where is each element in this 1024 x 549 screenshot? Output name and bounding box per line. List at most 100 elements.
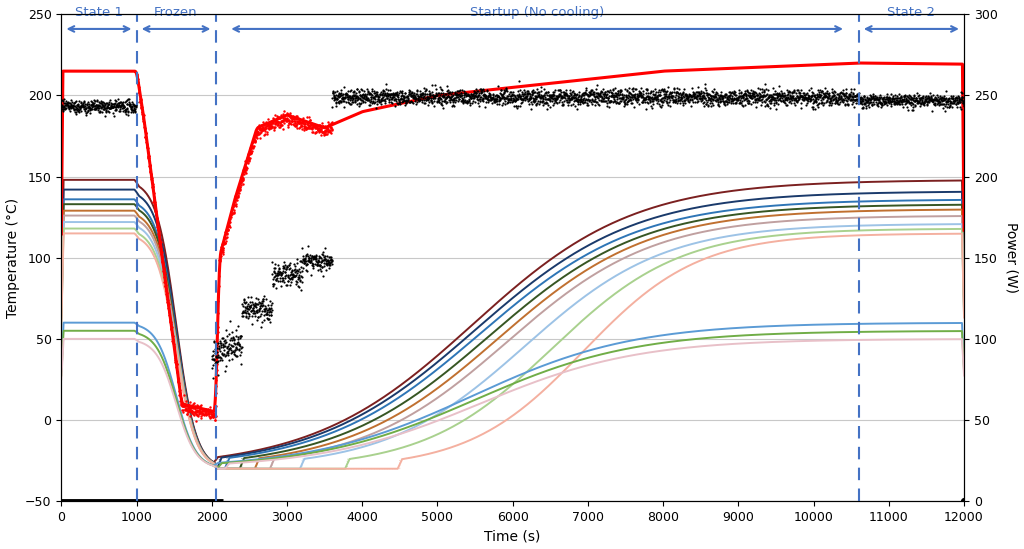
Point [601,98,617,107]
Point [118,97,134,106]
Point [308,257,325,266]
Point [787,95,804,104]
Point [601,91,617,100]
Point [901,93,918,102]
Point [119,95,135,104]
Point [479,93,496,102]
Point [762,96,778,104]
Point [675,88,691,97]
Point [497,86,513,95]
Point [61,104,78,113]
Point [406,88,422,97]
Point [81,99,97,108]
Point [225,339,242,348]
Point [395,91,412,100]
Point [817,88,834,97]
Point [462,100,478,109]
Point [781,88,798,97]
Point [829,96,846,104]
Point [400,86,417,94]
Point [400,94,417,103]
Point [665,98,681,107]
Point [263,310,280,319]
Point [368,92,384,100]
Point [470,101,486,110]
Point [810,94,826,103]
Point [674,94,690,103]
Point [782,97,799,105]
Point [785,93,802,102]
Point [477,92,494,100]
Point [627,92,643,101]
Point [544,92,560,101]
Point [91,104,108,113]
Point [446,102,463,110]
Point [763,93,779,102]
Point [442,88,459,97]
Point [539,91,555,99]
Point [231,345,248,354]
Point [679,95,695,104]
Point [285,266,301,275]
Point [433,99,450,108]
Point [279,263,295,272]
Point [256,316,272,324]
Point [309,260,326,269]
Point [872,92,889,101]
Point [623,89,639,98]
Point [377,99,393,108]
Point [519,96,536,105]
Point [413,92,429,100]
Point [815,89,831,98]
Point [905,96,922,104]
Point [288,280,304,289]
Point [669,99,685,108]
Point [482,89,499,98]
Point [88,101,104,110]
Point [438,93,455,102]
Point [548,98,564,107]
Point [758,96,774,105]
Point [804,103,820,111]
Point [730,94,746,103]
Point [900,97,916,106]
Point [643,94,659,103]
Point [879,94,895,103]
Point [583,86,599,95]
Point [907,96,924,104]
Point [476,93,493,102]
Point [921,98,937,107]
Point [264,270,281,279]
Point [85,99,101,108]
Point [387,94,403,103]
Point [369,97,385,106]
Point [218,326,234,335]
Point [892,97,908,105]
Point [518,92,535,100]
Point [650,96,667,105]
Point [103,103,120,112]
Point [900,92,916,101]
Point [872,91,889,99]
Point [864,101,881,110]
Point [128,100,144,109]
Point [365,86,381,95]
Point [877,99,893,108]
Point [570,92,587,101]
Point [69,101,85,110]
Point [89,101,105,110]
Point [943,97,959,106]
Point [596,90,612,99]
Point [583,88,599,97]
Point [808,95,824,104]
Point [945,99,962,108]
Point [364,91,380,99]
Point [553,92,569,100]
Point [112,97,128,106]
Point [366,93,382,102]
Point [776,88,793,97]
Point [740,96,757,104]
Point [370,100,386,109]
Point [930,96,946,104]
Point [851,99,867,108]
